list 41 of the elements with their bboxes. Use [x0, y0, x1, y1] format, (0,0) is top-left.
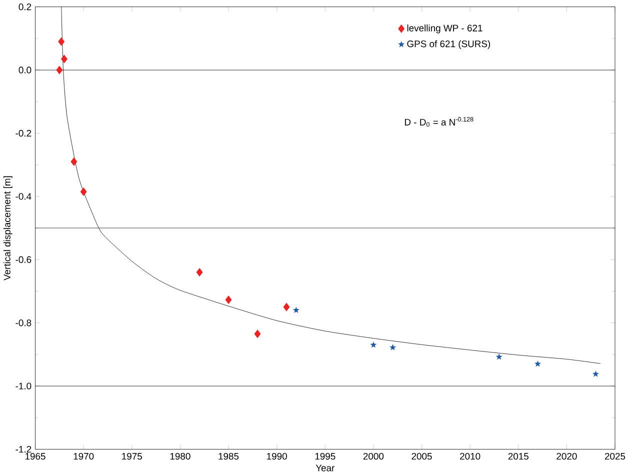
x-tick-label: 2025	[604, 453, 626, 460]
x-tick-label: 1975	[122, 453, 142, 460]
x-tick-label: 2005	[412, 453, 432, 460]
annotation: D - D$_{0}$ = a N$^{-0.128}$	[404, 117, 474, 127]
point	[61, 55, 68, 64]
x-axis-title: Year	[316, 464, 335, 472]
x-tick-label: 1985	[218, 453, 239, 460]
point	[196, 268, 203, 276]
x-tick-label: 2000	[363, 453, 384, 460]
x-tick-label: 2010	[460, 453, 480, 460]
x-tick-label: 2020	[556, 453, 577, 460]
y-tick-label: 0.0	[18, 66, 32, 74]
point	[534, 360, 542, 367]
point	[283, 303, 290, 312]
point	[56, 66, 63, 74]
x-tick-label: 1995	[315, 453, 336, 460]
point	[254, 330, 261, 338]
legend-label: levelling WP - 621	[407, 24, 482, 34]
point	[70, 158, 78, 166]
point	[80, 188, 87, 196]
point	[292, 306, 300, 314]
x-tick-label: 1970	[74, 453, 94, 460]
point	[592, 370, 599, 377]
x-tick-label: 1980	[170, 453, 190, 460]
x-tick-label: 2015	[508, 453, 528, 460]
point	[496, 354, 502, 360]
legend-label: GPS of 621 (SURS)	[407, 40, 490, 50]
x-tick-label: 1965	[25, 453, 46, 460]
y-tick-label: -0.6	[16, 256, 32, 264]
y-tick-label: -1.2	[16, 446, 32, 453]
y-tick-label: -0.4	[16, 193, 32, 200]
point	[58, 38, 64, 46]
y-tick-label: -0.2	[16, 130, 32, 137]
point	[370, 342, 377, 348]
y-tick-label: -1.0	[16, 382, 32, 390]
point	[225, 296, 232, 304]
x-tick-label: 1990	[267, 453, 287, 460]
y-tick-label: 0.2	[18, 4, 32, 10]
y-tick-label: -0.8	[16, 320, 32, 326]
y-axis-title: Vertical displacement [m]	[3, 176, 12, 281]
point	[389, 344, 396, 350]
